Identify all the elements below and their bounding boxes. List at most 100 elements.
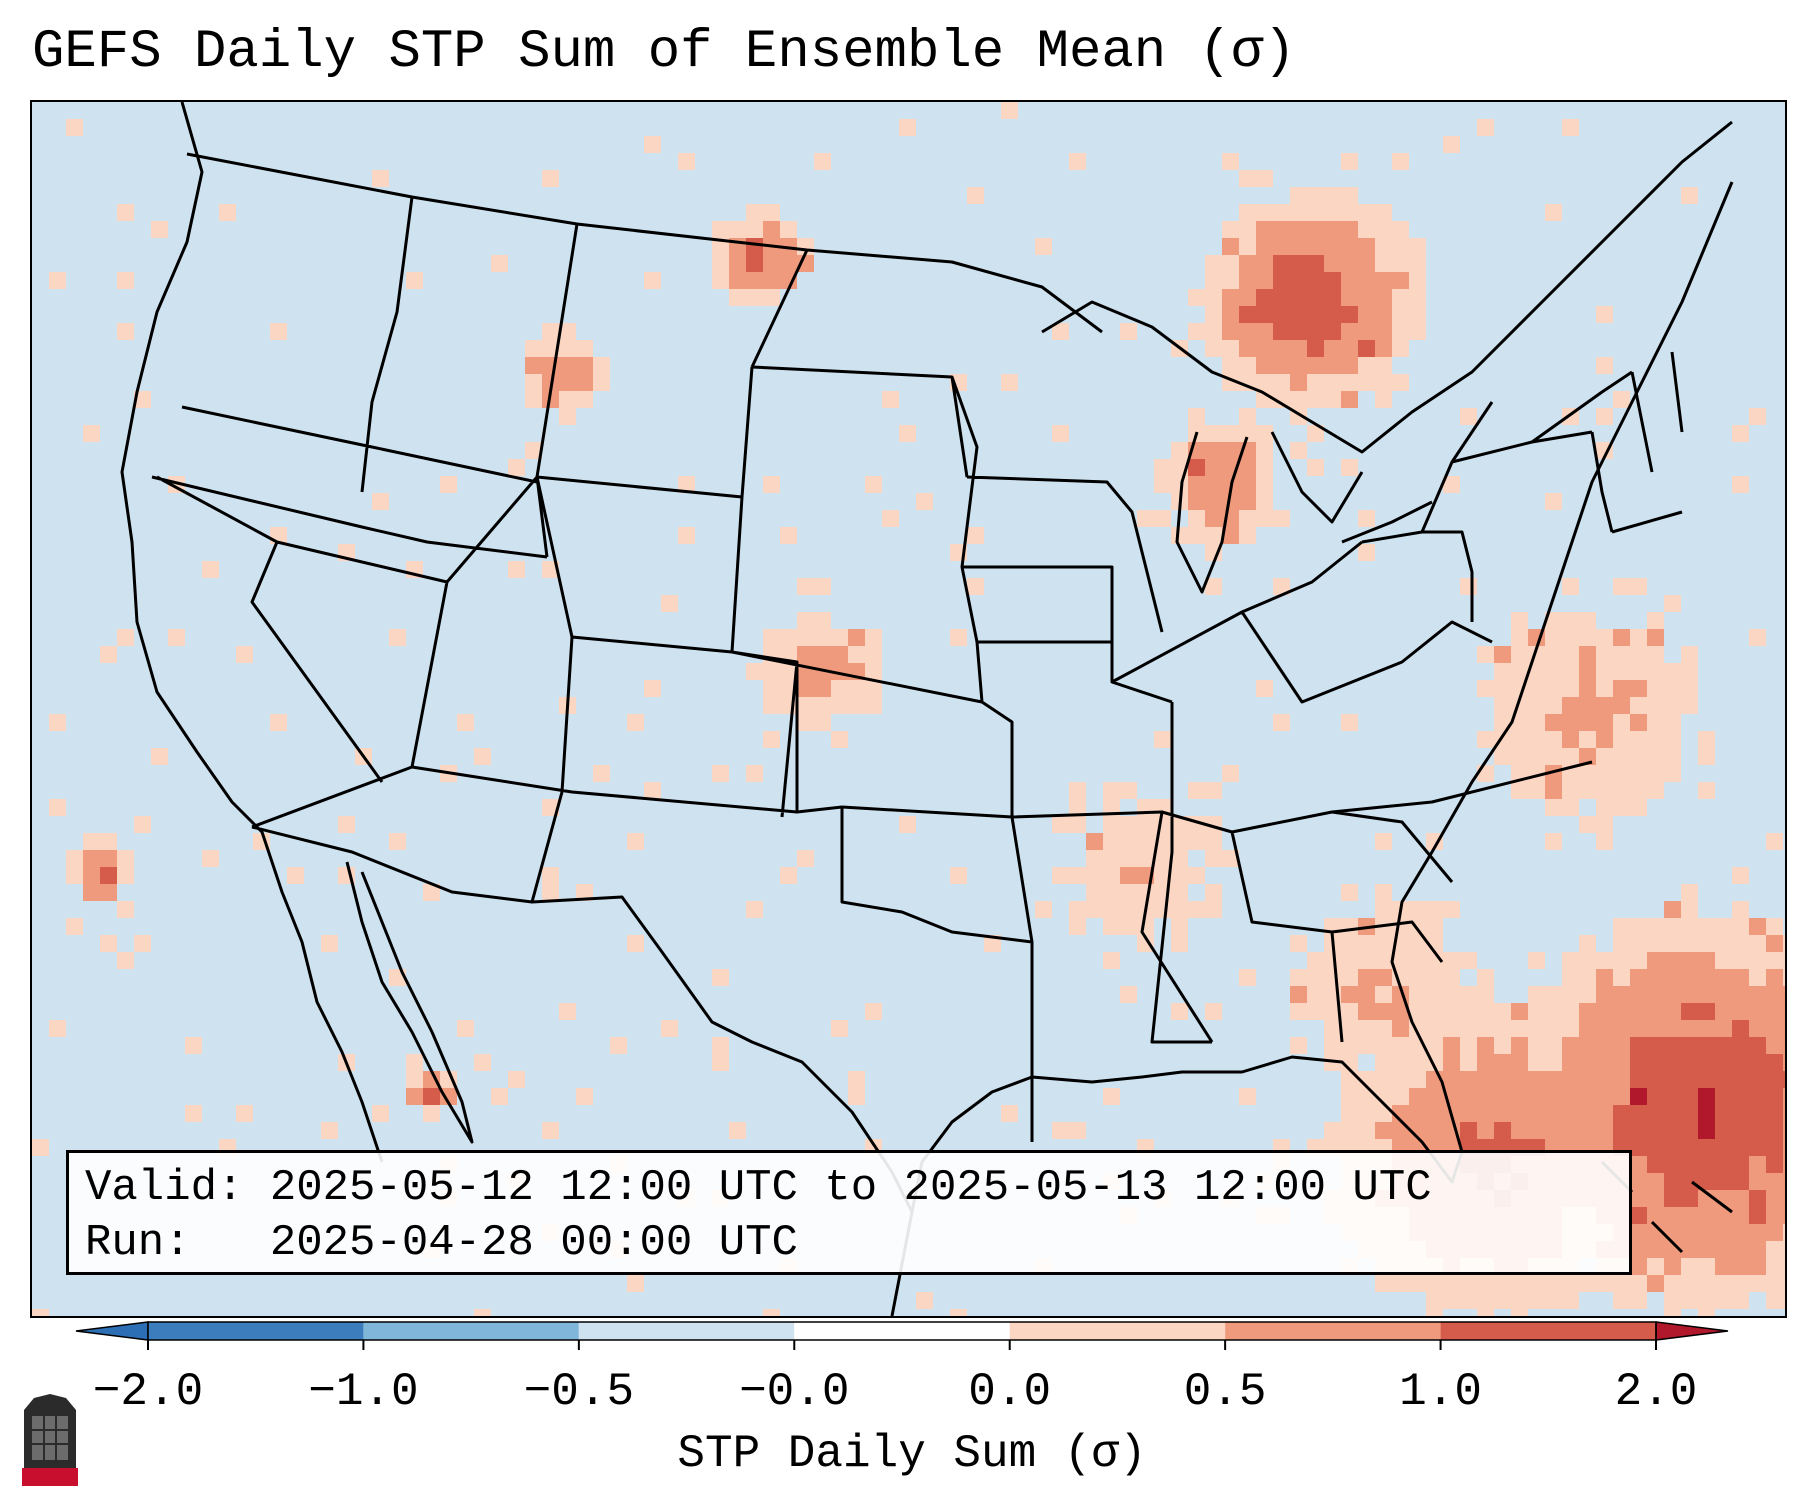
anomaly-cell xyxy=(1154,459,1171,476)
anomaly-cell xyxy=(1630,1122,1647,1139)
anomaly-cell xyxy=(1596,969,1613,986)
anomaly-cell xyxy=(423,1105,440,1122)
anomaly-cell xyxy=(1086,901,1103,918)
anomaly-cell xyxy=(1664,1071,1681,1088)
anomaly-cell xyxy=(1749,952,1766,969)
anomaly-cell xyxy=(1647,952,1664,969)
anomaly-cell xyxy=(1630,1071,1647,1088)
anomaly-cell xyxy=(1341,714,1358,731)
anomaly-cell xyxy=(1647,1088,1664,1105)
anomaly-cell xyxy=(1324,1020,1341,1037)
anomaly-cell xyxy=(1290,391,1307,408)
anomaly-cell xyxy=(1256,289,1273,306)
anomaly-cell xyxy=(1732,935,1749,952)
anomaly-cell xyxy=(1103,799,1120,816)
anomaly-cell xyxy=(1171,476,1188,493)
anomaly-cell xyxy=(1579,1105,1596,1122)
anomaly-cell xyxy=(882,510,899,527)
anomaly-cell xyxy=(1375,969,1392,986)
anomaly-cell xyxy=(1681,1054,1698,1071)
anomaly-cell xyxy=(848,697,865,714)
anomaly-cell xyxy=(1715,1088,1732,1105)
anomaly-cell xyxy=(559,323,576,340)
anomaly-cell xyxy=(1392,1071,1409,1088)
anomaly-cell xyxy=(1307,391,1324,408)
anomaly-cell xyxy=(100,867,117,884)
anomaly-cell xyxy=(1562,612,1579,629)
anomaly-cell xyxy=(1375,986,1392,1003)
anomaly-cell xyxy=(1681,1258,1698,1275)
anomaly-cell xyxy=(1613,986,1630,1003)
anomaly-cell xyxy=(1613,782,1630,799)
anomaly-cell xyxy=(1613,629,1630,646)
anomaly-cell xyxy=(1494,1122,1511,1139)
colorbar-tick-label: −0.5 xyxy=(523,1366,635,1418)
anomaly-cell xyxy=(1188,408,1205,425)
anomaly-cell xyxy=(1562,1292,1579,1309)
anomaly-cell xyxy=(1545,731,1562,748)
anomaly-cell xyxy=(1409,1071,1426,1088)
anomaly-cell xyxy=(1664,1258,1681,1275)
anomaly-cell xyxy=(1324,374,1341,391)
anomaly-cell xyxy=(1511,1003,1528,1020)
anomaly-cell xyxy=(1664,680,1681,697)
anomaly-cell xyxy=(1596,765,1613,782)
anomaly-cell xyxy=(1698,1241,1715,1258)
anomaly-cell xyxy=(1613,1037,1630,1054)
anomaly-cell xyxy=(168,629,185,646)
anomaly-cell xyxy=(1783,1292,1785,1309)
anomaly-cell xyxy=(1494,1292,1511,1309)
anomaly-cell xyxy=(1664,714,1681,731)
anomaly-cell xyxy=(1698,1258,1715,1275)
anomaly-cell xyxy=(1188,901,1205,918)
anomaly-cell xyxy=(100,833,117,850)
anomaly-cell xyxy=(1341,255,1358,272)
anomaly-cell xyxy=(780,272,797,289)
anomaly-cell xyxy=(1256,357,1273,374)
anomaly-cell xyxy=(1664,1309,1681,1316)
anomaly-cell xyxy=(1001,1105,1018,1122)
anomaly-cell xyxy=(83,850,100,867)
anomaly-cell xyxy=(1664,663,1681,680)
anomaly-cell xyxy=(151,221,168,238)
anomaly-cell xyxy=(1069,1122,1086,1139)
colorbar-tick-label: −0.0 xyxy=(739,1366,850,1418)
anomaly-cell xyxy=(1528,1054,1545,1071)
anomaly-cell xyxy=(1137,935,1154,952)
anomaly-cell xyxy=(1494,697,1511,714)
anomaly-cell xyxy=(1290,935,1307,952)
anomaly-cell xyxy=(1749,986,1766,1003)
anomaly-cell xyxy=(117,850,134,867)
anomaly-cell xyxy=(576,884,593,901)
anomaly-cell xyxy=(1120,850,1137,867)
anomaly-cell xyxy=(644,136,661,153)
anomaly-cell xyxy=(542,867,559,884)
anomaly-cell xyxy=(1545,799,1562,816)
anomaly-cell xyxy=(83,884,100,901)
chart-title: GEFS Daily STP Sum of Ensemble Mean (σ) xyxy=(32,22,1296,83)
anomaly-cell xyxy=(1341,986,1358,1003)
anomaly-cell xyxy=(1222,527,1239,544)
anomaly-cell xyxy=(1681,1173,1698,1190)
anomaly-cell xyxy=(1664,1054,1681,1071)
anomaly-cell xyxy=(1783,1258,1785,1275)
anomaly-cell xyxy=(1358,510,1375,527)
anomaly-cell xyxy=(1341,1037,1358,1054)
anomaly-cell xyxy=(1545,629,1562,646)
anomaly-cell xyxy=(1783,1207,1785,1224)
anomaly-cell xyxy=(1766,1105,1783,1122)
anomaly-cell xyxy=(1205,850,1222,867)
anomaly-cell xyxy=(899,816,916,833)
anomaly-cell xyxy=(1613,391,1630,408)
anomaly-cell xyxy=(1290,204,1307,221)
anomaly-cell xyxy=(1273,238,1290,255)
anomaly-cell xyxy=(763,289,780,306)
anomaly-cell xyxy=(1664,748,1681,765)
anomaly-cell xyxy=(1579,1071,1596,1088)
anomaly-cell xyxy=(1239,221,1256,238)
anomaly-cell xyxy=(1103,1088,1120,1105)
anomaly-cell xyxy=(1647,731,1664,748)
anomaly-cell xyxy=(151,748,168,765)
anomaly-cell xyxy=(1222,850,1239,867)
anomaly-cell xyxy=(1256,510,1273,527)
